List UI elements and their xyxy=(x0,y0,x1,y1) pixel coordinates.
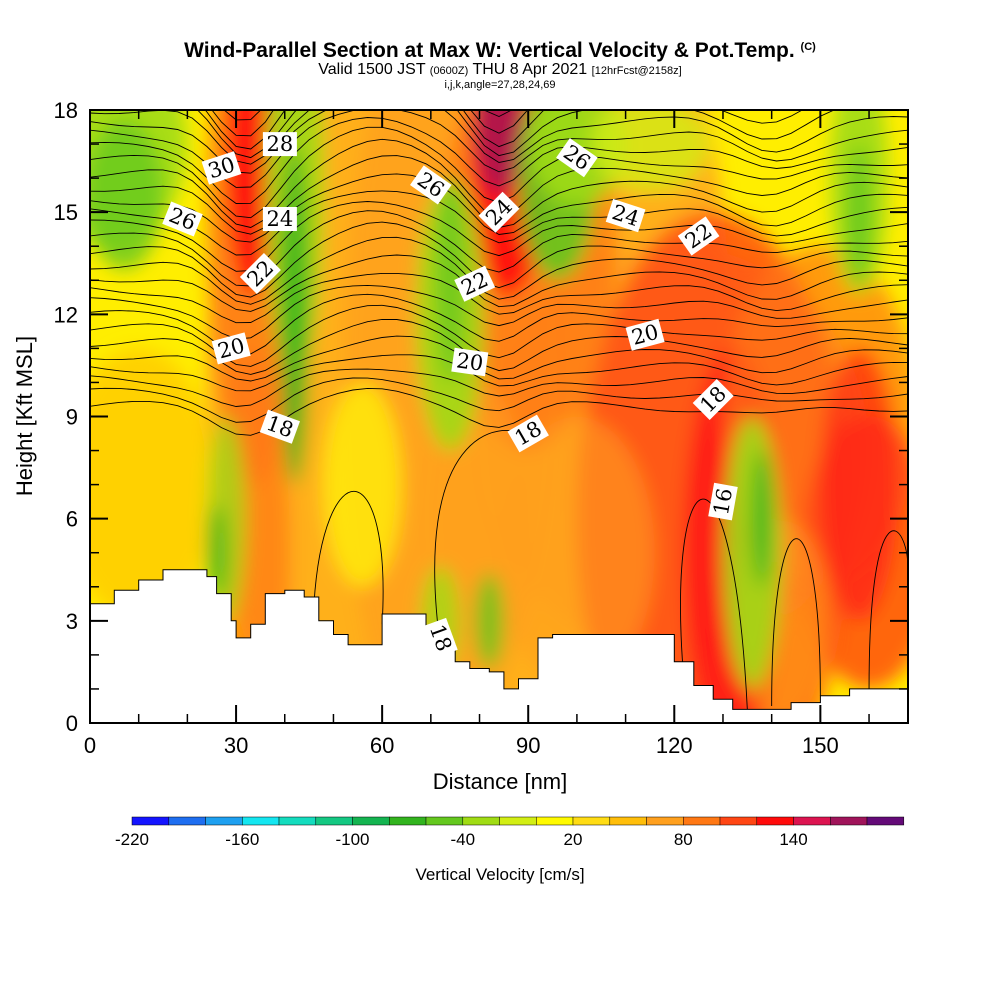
y-tick-label: 15 xyxy=(54,200,78,225)
contour-label-text: 24 xyxy=(267,207,294,231)
x-tick-label: 60 xyxy=(370,733,394,758)
colorbar-swatch xyxy=(242,816,280,826)
contour-label-box xyxy=(259,409,300,444)
colorbar-swatch xyxy=(793,816,831,826)
colorbar-swatch xyxy=(389,816,427,826)
colorbar-tick-label: 140 xyxy=(779,830,807,849)
colorbar-swatch xyxy=(352,816,390,826)
contour-label-text: 20 xyxy=(455,348,485,375)
colorbar-swatch xyxy=(536,816,574,826)
x-tick-label: 90 xyxy=(516,733,540,758)
y-tick-label: 6 xyxy=(66,507,78,532)
y-tick-label: 0 xyxy=(66,711,78,736)
contour-label: 24 xyxy=(262,207,297,231)
colorbar-title: Vertical Velocity [cm/s] xyxy=(415,865,584,884)
forecast-info: [12hrFcst@2158z] xyxy=(591,65,682,77)
contour-label-box xyxy=(692,378,734,421)
colorbar-tick-label: 80 xyxy=(674,830,693,849)
colorbar-swatch xyxy=(683,816,721,826)
contour-label-box xyxy=(556,138,598,178)
contour-label-box xyxy=(423,617,458,658)
contour-label-box xyxy=(162,201,203,237)
x-axis-title: Distance [nm] xyxy=(433,769,568,794)
y-tick-label: 3 xyxy=(66,609,78,634)
chart-header: Wind-Parallel Section at Max W: Vertical… xyxy=(0,36,1000,92)
contour-label-box xyxy=(262,132,297,157)
contour-label-box xyxy=(507,414,549,453)
colorbar: -220 -160 -100 -40 20 80 140 xyxy=(115,816,905,849)
contour-label-box xyxy=(239,252,281,295)
axes: 0 30 60 90 120 150 0 3 6 9 12 15 18 xyxy=(54,98,908,758)
contour-label: 20 xyxy=(625,318,665,351)
contour-label-box xyxy=(625,318,665,351)
y-tick-label: 9 xyxy=(66,405,78,430)
colorbar-swatch xyxy=(278,816,317,826)
contour-label-box xyxy=(454,265,496,302)
valid-prefix: Valid 1500 JST xyxy=(318,61,426,78)
contour-label-box xyxy=(409,165,452,205)
valid-date: THU 8 Apr 2021 xyxy=(472,61,588,78)
y-tick-label: 12 xyxy=(54,302,78,327)
contour-label-text: 16 xyxy=(709,486,737,516)
contour-label-box xyxy=(708,482,738,521)
colorbar-swatch xyxy=(830,816,868,826)
colorbar-swatch xyxy=(572,816,611,826)
colorbar-tick-label: 20 xyxy=(564,830,583,849)
contour-label: 24 xyxy=(605,198,646,233)
contour-label-box xyxy=(201,151,242,185)
valid-time-line: Valid 1500 JST (0600Z) THU 8 Apr 2021 [1… xyxy=(0,62,1000,79)
contour-label: 28 xyxy=(262,132,297,157)
contour-label-box xyxy=(211,332,251,365)
colorbar-swatch xyxy=(866,816,905,826)
colorbar-swatch xyxy=(646,816,684,826)
colorbar-tick-label: -40 xyxy=(451,830,476,849)
colorbar-tick-label: -220 xyxy=(115,830,149,849)
colorbar-tick-label: -160 xyxy=(225,830,259,849)
contour-label-box xyxy=(451,347,489,377)
colorbar-swatch xyxy=(719,816,758,826)
title-mark: (C) xyxy=(800,41,816,53)
colorbar-swatch xyxy=(315,816,353,826)
y-axis-title: Height [Kft MSL] xyxy=(12,336,37,496)
colorbar-tick-label: -100 xyxy=(335,830,369,849)
colorbar-swatch xyxy=(205,816,243,826)
x-tick-label: 120 xyxy=(656,733,693,758)
colorbar-swatch xyxy=(499,816,537,826)
valid-zulu: (0600Z) xyxy=(429,65,469,77)
x-tick-label: 30 xyxy=(224,733,248,758)
colorbar-swatch xyxy=(756,816,794,826)
contour-label: 20 xyxy=(451,347,489,377)
contour-label-box xyxy=(677,216,720,256)
colorbar-swatch xyxy=(425,816,464,826)
contour-label-text: 28 xyxy=(267,132,294,156)
colorbar-swatch xyxy=(131,816,170,826)
contour-label-box xyxy=(262,207,297,231)
chart-title-text: Wind-Parallel Section at Max W: Vertical… xyxy=(184,39,795,62)
contour-label-box xyxy=(605,198,646,233)
colorbar-swatch xyxy=(168,816,206,826)
chart-title: Wind-Parallel Section at Max W: Vertical… xyxy=(0,36,1000,62)
colorbar-swatch xyxy=(609,816,647,826)
contour-label-box xyxy=(478,191,520,233)
colorbar-swatch xyxy=(462,816,500,826)
contour-label: 16 xyxy=(708,482,738,521)
x-tick-label: 150 xyxy=(802,733,839,758)
y-tick-label: 18 xyxy=(54,98,78,123)
x-tick-label: 0 xyxy=(84,733,96,758)
section-params: i,j,k,angle=27,28,24,69 xyxy=(444,79,556,91)
